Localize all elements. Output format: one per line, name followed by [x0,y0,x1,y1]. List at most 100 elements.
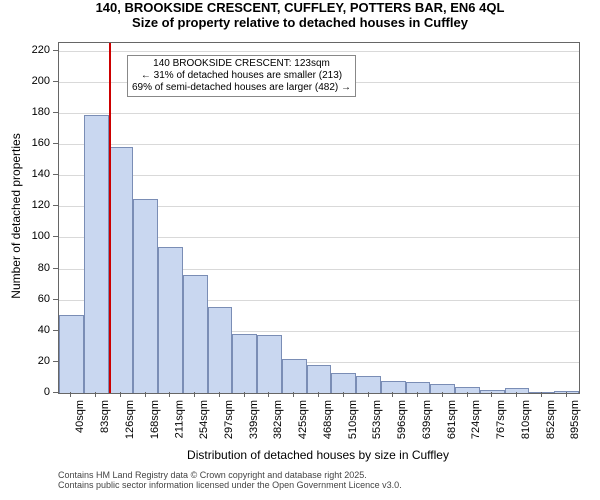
histogram-bar [455,387,480,393]
y-gridline [59,175,579,176]
y-tick-label: 60 [16,293,50,305]
histogram-bar [109,147,134,393]
x-tick-label: 553sqm [372,400,384,439]
x-tick-label: 40sqm [74,400,86,433]
x-tick-label: 852sqm [545,400,557,439]
annotation-line-2: ← 31% of detached houses are smaller (21… [132,70,351,82]
x-tick-mark [145,392,146,397]
y-tick-mark [53,143,58,144]
x-tick-label: 211sqm [173,400,185,438]
y-tick-mark [53,330,58,331]
y-tick-label: 220 [16,44,50,56]
x-tick-mark [219,392,220,397]
x-tick-mark [368,392,369,397]
y-tick-mark [53,236,58,237]
x-tick-label: 810sqm [520,400,532,439]
y-tick-label: 160 [16,137,50,149]
y-tick-mark [53,299,58,300]
x-tick-label: 168sqm [149,400,161,439]
histogram-bar [307,365,332,393]
x-tick-label: 254sqm [198,400,210,439]
y-tick-label: 20 [16,355,50,367]
x-tick-label: 895sqm [570,400,582,439]
y-tick-mark [53,361,58,362]
chart-container: { "title": "140, BROOKSIDE CRESCENT, CUF… [0,0,600,500]
histogram-bar [84,115,109,393]
annotation-box: 140 BROOKSIDE CRESCENT: 123sqm ← 31% of … [127,55,356,97]
histogram-bar [529,392,554,393]
annotation-line-3: 69% of semi-detached houses are larger (… [132,82,351,94]
x-tick-mark [318,392,319,397]
x-tick-label: 382sqm [272,400,284,439]
chart-subtitle: Size of property relative to detached ho… [0,15,600,30]
y-tick-label: 140 [16,168,50,180]
footer-line-2: Contains public sector information licen… [58,480,402,490]
x-tick-label: 126sqm [124,400,136,439]
x-tick-label: 681sqm [446,400,458,439]
x-tick-label: 297sqm [223,400,235,439]
histogram-bar [257,335,282,393]
x-tick-mark [95,392,96,397]
y-gridline [59,51,579,52]
y-tick-label: 0 [16,386,50,398]
y-tick-mark [53,268,58,269]
histogram-bar [356,376,381,393]
annotation-line-1: 140 BROOKSIDE CRESCENT: 123sqm [132,58,351,70]
x-tick-mark [442,392,443,397]
y-tick-label: 100 [16,230,50,242]
x-tick-mark [343,392,344,397]
y-tick-mark [53,205,58,206]
x-tick-mark [541,392,542,397]
x-tick-label: 639sqm [421,400,433,439]
x-tick-mark [491,392,492,397]
x-axis-title: Distribution of detached houses by size … [58,448,578,462]
x-tick-mark [268,392,269,397]
y-tick-label: 200 [16,75,50,87]
x-tick-mark [392,392,393,397]
plot-area: 140 BROOKSIDE CRESCENT: 123sqm ← 31% of … [58,42,580,394]
histogram-bar [59,315,84,393]
x-tick-label: 468sqm [322,400,334,439]
y-tick-mark [53,81,58,82]
y-gridline [59,113,579,114]
x-tick-label: 339sqm [248,400,260,439]
x-tick-label: 767sqm [495,400,507,439]
x-tick-mark [467,392,468,397]
x-tick-mark [70,392,71,397]
y-tick-mark [53,50,58,51]
y-gridline [59,144,579,145]
x-tick-label: 425sqm [297,400,309,439]
y-tick-mark [53,174,58,175]
histogram-bar [331,373,356,393]
x-tick-mark [293,392,294,397]
x-tick-mark [194,392,195,397]
y-tick-label: 180 [16,106,50,118]
x-tick-mark [244,392,245,397]
x-tick-mark [417,392,418,397]
x-tick-label: 724sqm [471,400,483,439]
chart-title: 140, BROOKSIDE CRESCENT, CUFFLEY, POTTER… [0,0,600,15]
y-tick-label: 80 [16,262,50,274]
x-tick-mark [516,392,517,397]
histogram-bar [554,391,579,393]
property-marker-line [109,43,111,393]
footer-line-1: Contains HM Land Registry data © Crown c… [58,470,402,480]
y-tick-mark [53,392,58,393]
histogram-bar [133,199,158,393]
histogram-bar [282,359,307,393]
histogram-bar [183,275,208,393]
histogram-bar [232,334,257,393]
histogram-bar [208,307,233,393]
x-tick-mark [169,392,170,397]
y-tick-mark [53,112,58,113]
x-tick-label: 596sqm [396,400,408,439]
x-tick-label: 83sqm [99,400,111,433]
x-tick-label: 510sqm [347,400,359,439]
footer-attribution: Contains HM Land Registry data © Crown c… [58,470,402,490]
histogram-bar [158,247,183,393]
histogram-bar [430,384,455,393]
x-tick-mark [566,392,567,397]
y-tick-label: 120 [16,199,50,211]
x-tick-mark [120,392,121,397]
y-tick-label: 40 [16,324,50,336]
